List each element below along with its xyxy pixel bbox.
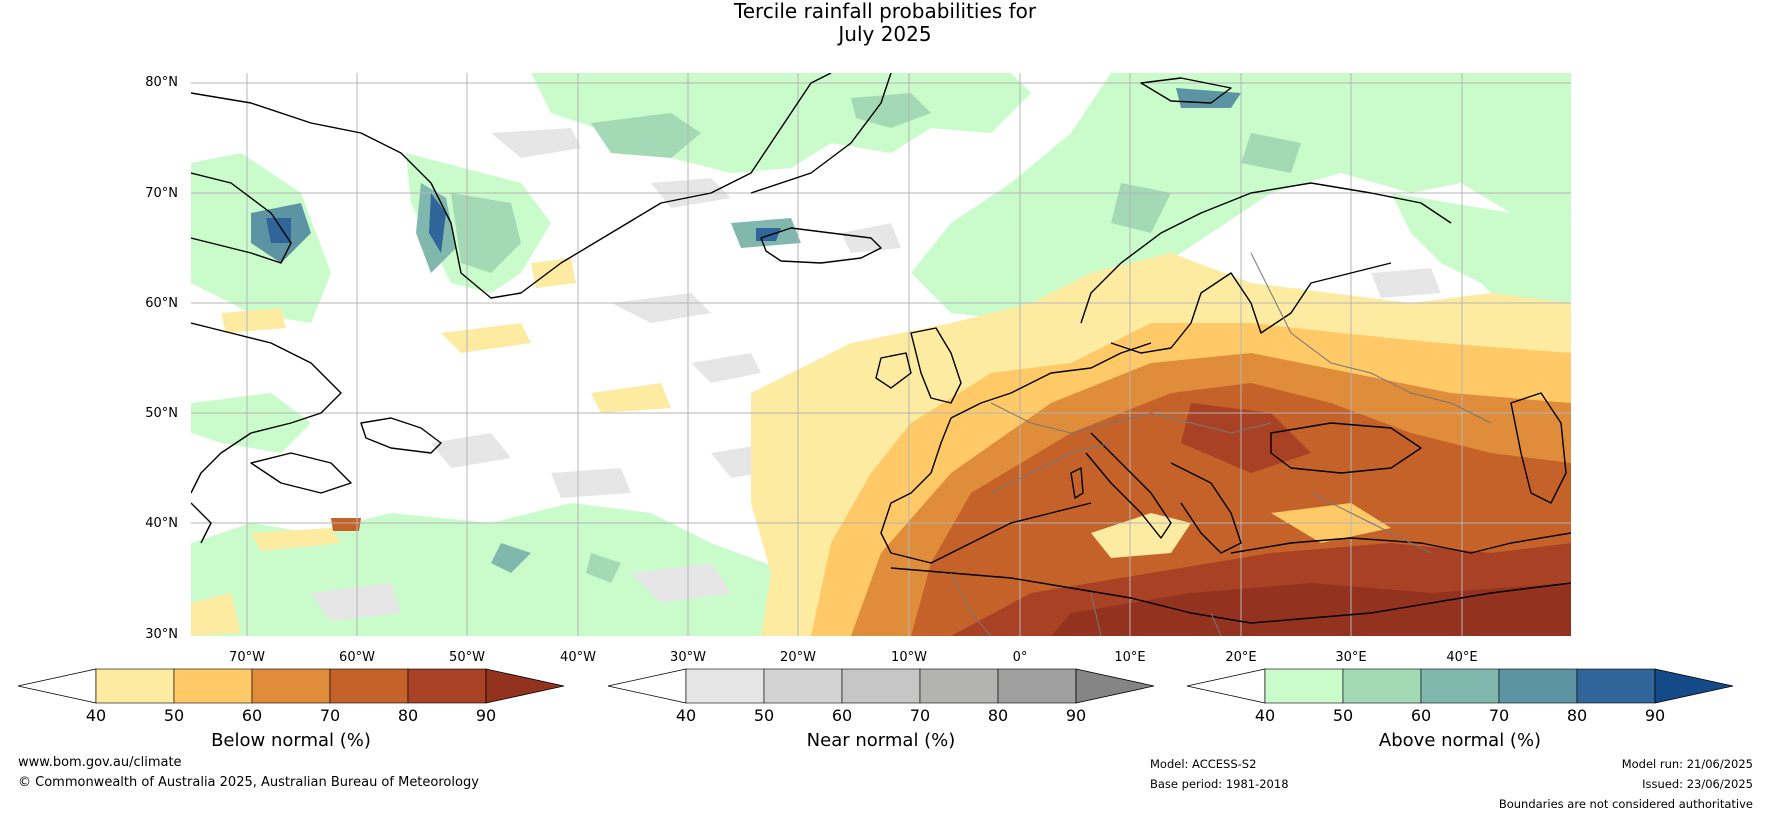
colorbar-above-normal xyxy=(1186,668,1737,704)
colorbar-bin xyxy=(407,668,487,704)
tick: 90 xyxy=(475,706,497,725)
colorbar-extend-high xyxy=(485,668,565,704)
colorbar-bin xyxy=(329,668,409,704)
tick: 70 xyxy=(909,706,931,725)
graticule xyxy=(191,73,1571,636)
tick: 60 xyxy=(1410,706,1432,725)
tick: 70 xyxy=(1488,706,1510,725)
lat-label-50n: 50°N xyxy=(145,406,178,421)
lat-label-40n: 40°N xyxy=(145,516,178,531)
model-run-text: Model run: 21/06/2025 xyxy=(1621,757,1753,771)
colorbar-bin xyxy=(1420,668,1500,704)
colorbar-extend-low xyxy=(607,668,687,704)
issued-text: Issued: 23/06/2025 xyxy=(1642,777,1753,791)
colorbar-bin xyxy=(685,668,765,704)
title-line-1: Tercile rainfall probabilities for xyxy=(733,0,1037,23)
tick: 40 xyxy=(675,706,697,725)
tick: 80 xyxy=(1566,706,1588,725)
tick: 90 xyxy=(1644,706,1666,725)
colorbar-extend-high xyxy=(1075,668,1155,704)
title-line-2: July 2025 xyxy=(838,22,932,46)
colorbar-bin xyxy=(841,668,921,704)
colorbar-bin xyxy=(1576,668,1656,704)
base-period-text: Base period: 1981-2018 xyxy=(1150,777,1289,791)
probability-map xyxy=(191,73,1571,636)
colorbar-extend-low xyxy=(1186,668,1266,704)
colorbar-extend-high xyxy=(1654,668,1734,704)
colorbar-bin xyxy=(919,668,999,704)
tick: 50 xyxy=(753,706,775,725)
lat-label-60n: 60°N xyxy=(145,296,178,311)
lon-label-10w: 10°W xyxy=(891,650,927,665)
tick: 60 xyxy=(241,706,263,725)
tick: 80 xyxy=(987,706,1009,725)
colorbar-bin xyxy=(95,668,175,704)
colorbar-bin xyxy=(763,668,843,704)
lon-label-30w: 30°W xyxy=(670,650,706,665)
colorbar-bin xyxy=(173,668,253,704)
colorbar-near-label: Near normal (%) xyxy=(806,730,956,751)
colorbar-below-normal xyxy=(17,668,568,704)
lon-label-40w: 40°W xyxy=(560,650,596,665)
lon-label-40e: 40°E xyxy=(1446,650,1478,665)
tick: 90 xyxy=(1065,706,1087,725)
colorbar-above-normal-svg xyxy=(1186,668,1734,704)
lat-label-30n: 30°N xyxy=(145,627,178,642)
lon-label-10e: 10°E xyxy=(1114,650,1146,665)
lon-label-70w: 70°W xyxy=(229,650,265,665)
tick: 50 xyxy=(1332,706,1354,725)
website-link[interactable]: www.bom.gov.au/climate xyxy=(18,755,182,770)
colorbar-bin xyxy=(1342,668,1422,704)
colorbar-extend-low xyxy=(17,668,97,704)
colorbar-below-normal-svg xyxy=(17,668,565,704)
lon-label-50w: 50°W xyxy=(449,650,485,665)
colorbar-bin xyxy=(1498,668,1578,704)
lat-label-70n: 70°N xyxy=(145,186,178,201)
tick: 40 xyxy=(85,706,107,725)
colorbar-near-normal-svg xyxy=(607,668,1155,704)
tick: 50 xyxy=(163,706,185,725)
lat-label-80n: 80°N xyxy=(145,75,178,90)
lon-label-0: 0° xyxy=(1012,650,1028,665)
colorbar-bin xyxy=(251,668,331,704)
colorbar-near-normal xyxy=(607,668,1158,704)
disclaimer-text: Boundaries are not considered authoritat… xyxy=(1498,797,1753,811)
colorbar-below-label: Below normal (%) xyxy=(211,730,371,751)
lon-label-20w: 20°W xyxy=(780,650,816,665)
coastlines xyxy=(191,73,1571,624)
copyright-text: © Commonwealth of Australia 2025, Austra… xyxy=(18,775,479,790)
tick: 80 xyxy=(397,706,419,725)
tick: 40 xyxy=(1254,706,1276,725)
lon-label-20e: 20°E xyxy=(1225,650,1257,665)
lon-label-60w: 60°W xyxy=(339,650,375,665)
tick: 60 xyxy=(831,706,853,725)
lon-label-30e: 30°E xyxy=(1335,650,1367,665)
colorbar-bin xyxy=(1264,668,1344,704)
borders xyxy=(950,252,1492,636)
colorbar-above-label: Above normal (%) xyxy=(1378,730,1542,751)
map-title: Tercile rainfall probabilities for July … xyxy=(0,0,1770,46)
colorbar-bin xyxy=(997,668,1077,704)
tick: 70 xyxy=(319,706,341,725)
model-text: Model: ACCESS-S2 xyxy=(1150,757,1257,771)
